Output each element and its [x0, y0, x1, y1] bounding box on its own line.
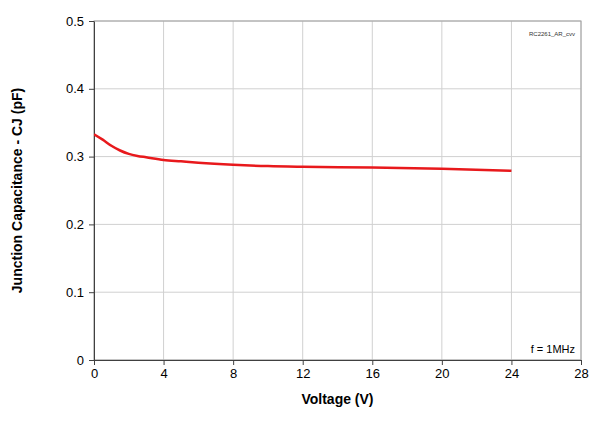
tick-mark — [89, 224, 94, 225]
grid — [94, 21, 581, 360]
grid-line — [511, 21, 512, 360]
tick: 16 — [366, 360, 380, 381]
axis-line — [94, 22, 95, 361]
tick-mark — [581, 360, 582, 365]
tick-label: 24 — [505, 366, 519, 381]
axis-line — [95, 360, 582, 361]
grid-line — [163, 21, 164, 360]
tick-label: 0.5 — [66, 14, 84, 29]
tick-label: 0.2 — [66, 217, 84, 232]
data-line — [94, 134, 511, 171]
tick-mark — [94, 360, 95, 365]
tick-label: 28 — [574, 366, 588, 381]
tick: 28 — [574, 360, 588, 381]
tick-mark — [89, 292, 94, 293]
x-axis-title: Voltage (V) — [301, 391, 373, 407]
tick-mark — [89, 360, 94, 361]
tick-mark — [442, 360, 443, 365]
y-axis-title: Junction Capacitance - CJ (pF) — [9, 88, 25, 293]
tick-mark — [164, 360, 165, 365]
tick-label: 12 — [296, 366, 310, 381]
grid-line — [441, 21, 442, 360]
grid-line — [94, 292, 581, 293]
x-axis: 0 4 8 12 16 20 24 28 — [91, 360, 589, 381]
plot-frame — [94, 21, 581, 360]
tick-mark — [233, 360, 234, 365]
chart: 0 4 8 12 16 20 24 28 0 0.1 0.2 0.3 0.4 0.5 Voltage (V)… — [0, 0, 600, 432]
tick-label: 0 — [77, 353, 84, 368]
tick: 12 — [296, 360, 310, 381]
annotation: RC2261_AR_cvv — [529, 31, 575, 37]
series — [94, 134, 511, 171]
grid-line — [372, 21, 373, 360]
tick-label: 8 — [230, 366, 237, 381]
grid-line — [233, 21, 234, 360]
tick-label: 20 — [435, 366, 449, 381]
tick-mark — [89, 89, 94, 90]
grid-line — [94, 88, 581, 89]
tick: 0.5 — [66, 14, 94, 29]
tick-label: 0 — [91, 366, 98, 381]
tick-label: 0.3 — [66, 149, 84, 164]
grid-line — [302, 21, 303, 360]
tick-label: 4 — [160, 366, 167, 381]
tick-label: 16 — [366, 366, 380, 381]
tick: 0.4 — [66, 81, 94, 96]
plot: 0 4 8 12 16 20 24 28 0 0.1 0.2 0.3 0.4 0.5 — [66, 14, 589, 382]
tick: 8 — [230, 360, 237, 381]
tick: 24 — [505, 360, 519, 381]
tick: 20 — [435, 360, 449, 381]
tick: 0.2 — [66, 217, 94, 232]
grid-line — [94, 156, 581, 157]
tick-label: 0.1 — [66, 285, 84, 300]
tick: 0.3 — [66, 149, 94, 164]
tick: 0 — [91, 360, 98, 381]
tick: 0.1 — [66, 285, 94, 300]
grid-line — [94, 224, 581, 225]
tick-mark — [89, 157, 94, 158]
tick: 4 — [160, 360, 167, 381]
tick-mark — [89, 21, 94, 22]
tick-mark — [303, 360, 304, 365]
tick-mark — [372, 360, 373, 365]
annotation: f = 1MHz — [531, 343, 575, 355]
tick-mark — [511, 360, 512, 365]
tick-label: 0.4 — [66, 81, 84, 96]
y-axis: 0 0.1 0.2 0.3 0.4 0.5 — [66, 14, 95, 368]
tick: 0 — [77, 353, 94, 368]
